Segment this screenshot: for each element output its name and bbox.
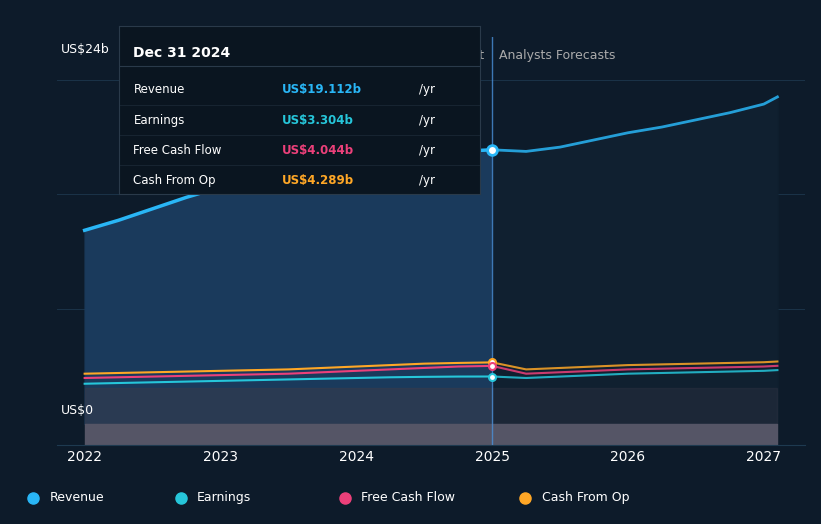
Text: Cash From Op: Cash From Op <box>542 492 630 504</box>
Text: US$4.044b: US$4.044b <box>282 144 354 157</box>
Text: /yr: /yr <box>419 174 435 187</box>
Text: Dec 31 2024: Dec 31 2024 <box>134 46 231 60</box>
Text: /yr: /yr <box>419 114 435 127</box>
Text: Free Cash Flow: Free Cash Flow <box>361 492 455 504</box>
Text: Free Cash Flow: Free Cash Flow <box>134 144 222 157</box>
Text: Cash From Op: Cash From Op <box>134 174 216 187</box>
Text: Analysts Forecasts: Analysts Forecasts <box>499 49 615 62</box>
Text: US$4.289b: US$4.289b <box>282 174 354 187</box>
Text: /yr: /yr <box>419 83 435 96</box>
Text: US$0: US$0 <box>62 404 94 417</box>
Text: US$24b: US$24b <box>62 43 110 56</box>
Text: Past: Past <box>459 49 485 62</box>
Text: US$3.304b: US$3.304b <box>282 114 354 127</box>
Text: /yr: /yr <box>419 144 435 157</box>
Text: Earnings: Earnings <box>134 114 185 127</box>
Text: Revenue: Revenue <box>49 492 104 504</box>
Text: Earnings: Earnings <box>197 492 251 504</box>
Text: Revenue: Revenue <box>134 83 185 96</box>
Text: US$19.112b: US$19.112b <box>282 83 361 96</box>
